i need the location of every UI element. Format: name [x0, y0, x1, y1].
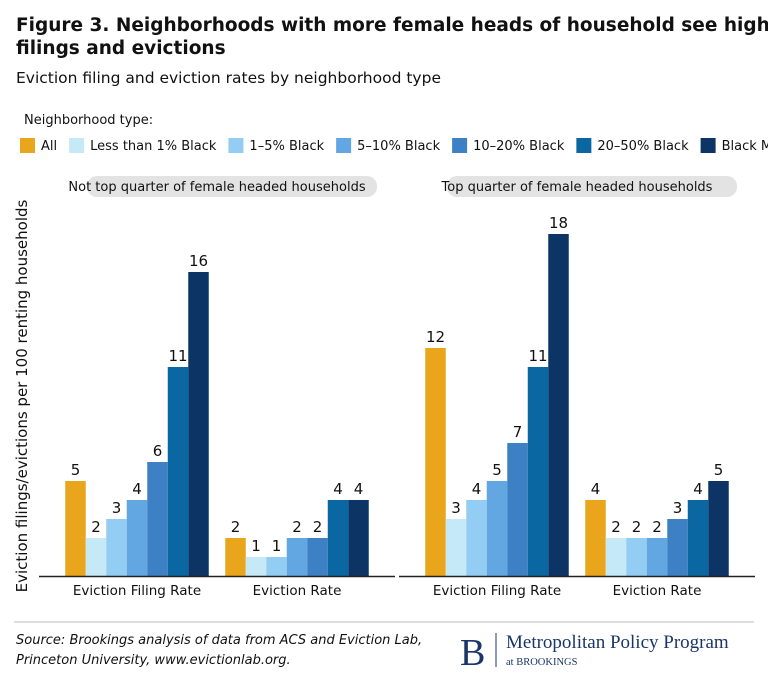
bar — [507, 443, 528, 576]
legend-swatch — [336, 138, 352, 153]
data-label: 4 — [132, 480, 142, 498]
data-label: 5 — [714, 461, 724, 479]
chart-subtitle: Eviction filing and eviction rates by ne… — [16, 69, 441, 87]
bar — [687, 500, 709, 576]
legend-swatch — [20, 138, 35, 153]
bar — [225, 538, 246, 576]
legend-label: All — [41, 139, 57, 154]
bar — [348, 500, 369, 576]
data-label: 4 — [591, 480, 601, 498]
y-axis-label: Eviction filings/evictions per 100 renti… — [13, 199, 31, 592]
data-label: 2 — [652, 518, 662, 536]
data-label: 1 — [251, 537, 261, 555]
data-label: 4 — [472, 480, 482, 498]
panel-header — [447, 176, 737, 197]
bar — [126, 500, 148, 576]
legend-label: 10–20% Black — [473, 139, 565, 154]
chart-title: filings and evictions — [16, 38, 226, 59]
legend-swatch — [228, 138, 244, 153]
legend-label: 20–50% Black — [597, 139, 689, 154]
data-label: 11 — [168, 347, 187, 365]
bar — [548, 234, 569, 576]
legend-swatch — [452, 138, 468, 153]
chart-title: Figure 3. Neighborhoods with more female… — [16, 15, 768, 36]
data-label: 2 — [611, 518, 621, 536]
legend-swatch — [700, 138, 716, 153]
source: Princeton University, www.evictionlab.or… — [16, 653, 291, 668]
panel-title: Not top quarter of female headed househo… — [68, 180, 365, 195]
data-label: 12 — [426, 328, 445, 346]
bar — [286, 538, 308, 576]
panel-title: Top quarter of female headed households — [441, 180, 713, 195]
data-label: 18 — [549, 214, 568, 232]
bar — [605, 538, 627, 576]
logo-name: Metropolitan Policy Program — [506, 632, 729, 653]
data-label: 5 — [71, 461, 81, 479]
data-label: 2 — [91, 518, 101, 536]
bar — [486, 481, 508, 576]
bar — [425, 348, 446, 576]
legend-label: 1–5% Black — [249, 139, 324, 154]
bar — [147, 462, 168, 576]
data-label: 3 — [112, 499, 122, 517]
panel-header — [87, 176, 377, 197]
legend-swatch — [576, 138, 592, 153]
bar — [106, 519, 127, 576]
bar — [527, 367, 549, 576]
data-label: 11 — [528, 347, 547, 365]
bar — [188, 272, 209, 576]
bar — [327, 500, 349, 576]
data-label: 6 — [153, 442, 163, 460]
bar — [266, 557, 287, 576]
data-label: 2 — [632, 518, 642, 536]
legend-label: 5–10% Black — [357, 139, 440, 154]
data-label: 2 — [231, 518, 241, 536]
bar — [65, 481, 86, 576]
source: Source: Brookings analysis of data from … — [16, 633, 422, 648]
bar — [466, 500, 487, 576]
bar — [708, 481, 729, 576]
bar — [307, 538, 328, 576]
bar — [667, 519, 688, 576]
bar — [626, 538, 647, 576]
bar — [167, 367, 189, 576]
legend-label: Black Majority — [722, 139, 768, 154]
data-label: 2 — [313, 518, 323, 536]
data-label: 5 — [492, 461, 502, 479]
data-label: 2 — [292, 518, 302, 536]
bar — [85, 538, 107, 576]
data-label: 4 — [333, 480, 343, 498]
bar — [245, 557, 267, 576]
bar — [445, 519, 467, 576]
x-tick-label: Eviction Rate — [613, 583, 702, 599]
legend-swatch — [69, 138, 85, 153]
legend-label: Less than 1% Black — [90, 139, 217, 154]
logo-sub: at BROOKINGS — [506, 657, 578, 668]
data-label: 4 — [693, 480, 703, 498]
data-label: 16 — [189, 252, 208, 270]
x-tick-label: Eviction Filing Rate — [433, 583, 561, 599]
data-label: 4 — [354, 480, 364, 498]
bar — [646, 538, 668, 576]
x-tick-label: Eviction Rate — [253, 583, 342, 599]
data-label: 3 — [673, 499, 683, 517]
bar — [585, 500, 606, 576]
x-tick-label: Eviction Filing Rate — [73, 583, 201, 599]
legend-title: Neighborhood type: — [24, 113, 153, 128]
data-label: 7 — [513, 423, 523, 441]
data-label: 3 — [451, 499, 461, 517]
data-label: 1 — [272, 537, 282, 555]
logo-letter: B — [460, 632, 485, 674]
